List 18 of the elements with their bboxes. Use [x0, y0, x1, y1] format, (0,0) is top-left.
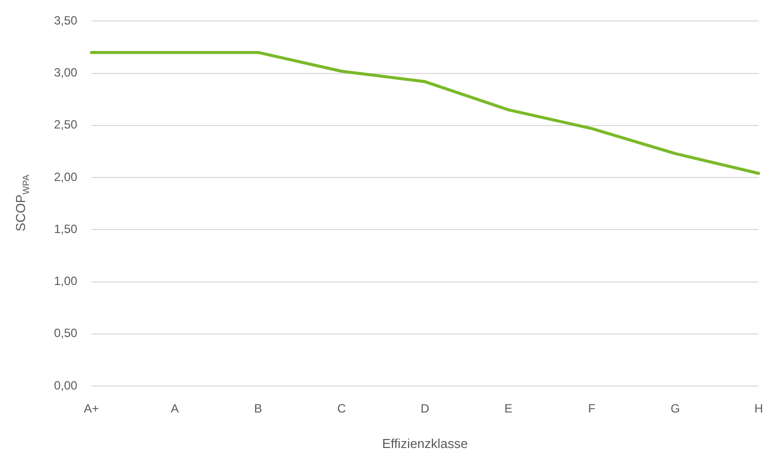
y-tick-label: 0,50	[54, 326, 78, 340]
y-tick-label: 1,50	[54, 222, 78, 236]
x-tick-label: D	[420, 402, 430, 416]
y-tick-label: 1,00	[54, 274, 78, 288]
y-tick-label: 3,50	[54, 14, 78, 28]
y-tick-label: 0,00	[54, 378, 78, 392]
x-tick-label: G	[670, 402, 680, 416]
x-tick-label: E	[504, 402, 512, 416]
x-tick-label: F	[588, 402, 596, 416]
x-tick-label: H	[754, 402, 764, 416]
x-tick-label: C	[337, 402, 346, 416]
x-tick-label: A+	[84, 402, 99, 416]
y-tick-label: 3,00	[54, 66, 78, 80]
x-axis-title: Effizienzklasse	[382, 436, 468, 451]
y-tick-label: 2,50	[54, 118, 78, 132]
y-tick-label: 2,00	[54, 170, 78, 184]
x-tick-label: B	[254, 402, 262, 416]
x-tick-label: A	[170, 402, 179, 416]
